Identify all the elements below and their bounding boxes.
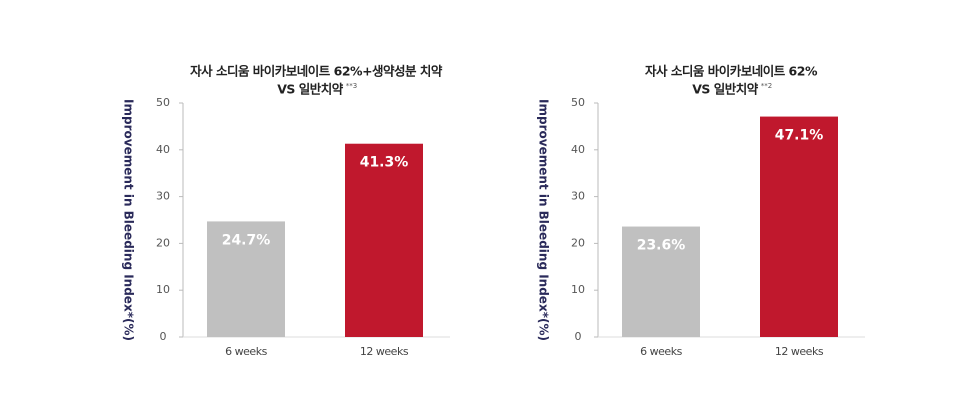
y-tick-label: 20 <box>156 236 170 249</box>
chart-subtitle: VS 일반치약 <box>277 82 344 97</box>
y-tick-label: 20 <box>571 236 585 249</box>
chart-title: 자사 소디움 바이카보네이트 62%+생약성분 치약 <box>190 64 443 79</box>
chart-title: 자사 소디움 바이카보네이트 62% <box>645 64 818 79</box>
y-axis-label: Improvement in Bleeding Index*(%) <box>122 99 136 341</box>
footnote-mark: **3 <box>346 82 357 90</box>
bar <box>622 226 700 337</box>
y-axis-label: Improvement in Bleeding Index*(%) <box>537 99 551 341</box>
y-tick-label: 0 <box>160 330 167 343</box>
y-tick-label: 40 <box>571 143 585 156</box>
y-tick-label: 0 <box>575 330 582 343</box>
y-tick-label: 40 <box>156 143 170 156</box>
y-tick-label: 10 <box>156 283 170 296</box>
footnote-mark: **2 <box>761 82 772 90</box>
y-tick-label: 50 <box>156 96 170 109</box>
x-tick-label: 12 weeks <box>775 345 824 358</box>
x-tick-label: 12 weeks <box>360 345 409 358</box>
bar <box>207 221 285 337</box>
data-label: 47.1% <box>775 128 824 144</box>
y-tick-label: 50 <box>571 96 585 109</box>
y-tick-label: 30 <box>571 190 585 203</box>
data-label: 41.3% <box>360 155 409 171</box>
chart-subtitle: VS 일반치약 <box>692 82 759 97</box>
bar <box>760 116 838 338</box>
x-tick-label: 6 weeks <box>640 345 682 358</box>
chart: 자사 소디움 바이카보네이트 62%+생약성분 치약 VS 일반치약 **3 Impr… <box>122 64 450 358</box>
data-label: 24.7% <box>222 232 271 248</box>
x-tick-label: 6 weeks <box>225 345 267 358</box>
y-tick-label: 10 <box>571 283 585 296</box>
y-tick-label: 30 <box>156 190 170 203</box>
chart: 자사 소디움 바이카보네이트 62% VS 일반치약 **2 Improvement … <box>537 64 865 358</box>
bar <box>345 143 423 337</box>
data-label: 23.6% <box>637 238 686 254</box>
